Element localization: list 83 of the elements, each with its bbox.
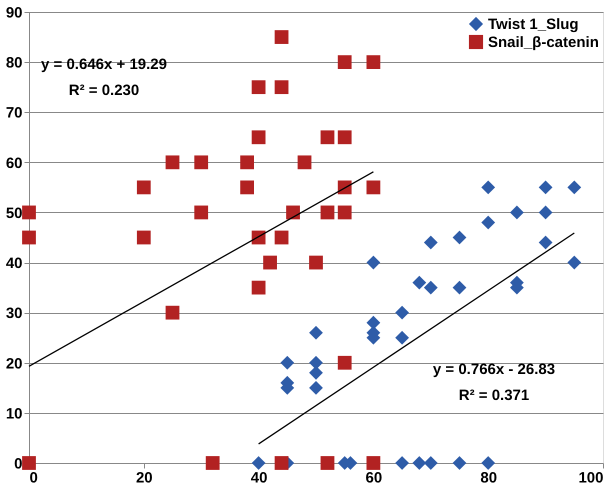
legend-label: Snail_β-catenin (488, 34, 599, 51)
point (412, 456, 426, 470)
point (274, 456, 288, 470)
point (240, 180, 254, 194)
point (136, 180, 151, 194)
point (538, 206, 552, 220)
point (538, 236, 552, 250)
x-tick-label: 0 (30, 470, 38, 486)
legend-label: Twist 1_Slug (488, 16, 579, 33)
point (452, 456, 466, 470)
y-tick-label: 50 (6, 204, 22, 222)
point (366, 316, 380, 330)
y-tick-label: 60 (6, 154, 22, 172)
point (338, 356, 352, 370)
point (338, 130, 352, 144)
point (424, 236, 438, 250)
point (309, 256, 323, 270)
point (424, 280, 438, 295)
point (309, 326, 323, 340)
point (481, 456, 496, 470)
point (320, 130, 334, 144)
point (274, 30, 288, 44)
annotation: y = 0.646x + 19.29 (41, 56, 167, 73)
point (320, 456, 334, 470)
point (274, 80, 288, 94)
y-tick-label: 30 (6, 305, 22, 322)
point (136, 230, 151, 244)
x-tick-label: 100 (578, 470, 604, 486)
point (395, 456, 409, 470)
point (538, 180, 552, 194)
point (252, 130, 266, 144)
x-tick-label: 60 (366, 470, 382, 486)
point (206, 456, 220, 470)
point (194, 206, 208, 220)
point (309, 380, 323, 395)
point (309, 366, 323, 380)
point (395, 306, 409, 320)
point (366, 256, 380, 270)
annotation: R² = 0.230 (68, 82, 140, 99)
point (263, 256, 277, 270)
point (481, 216, 496, 230)
point (252, 80, 266, 94)
y-tick-label: 80 (6, 54, 22, 72)
point (166, 306, 180, 320)
point (22, 206, 36, 220)
point (252, 280, 266, 295)
x-tick-label: 40 (250, 470, 268, 486)
point (481, 180, 496, 194)
y-tick-label: 20 (6, 355, 22, 372)
annotation: R² = 0.371 (458, 387, 530, 404)
point (252, 456, 266, 470)
point (22, 230, 36, 244)
point (309, 356, 323, 370)
point (240, 155, 254, 170)
point (338, 206, 352, 220)
annotation: y = 0.766x - 26.83 (432, 361, 556, 378)
point (298, 155, 312, 170)
point (286, 206, 300, 220)
x-tick-label: 80 (480, 470, 498, 486)
point (274, 230, 288, 244)
point (366, 180, 380, 194)
point (412, 276, 426, 290)
point (338, 55, 352, 70)
point (22, 456, 36, 470)
point (366, 456, 380, 470)
point (194, 155, 208, 170)
y-tick-label: 10 (6, 405, 22, 422)
y-tick-label: 70 (6, 104, 22, 122)
point (567, 180, 582, 194)
y-tick-label: 40 (6, 255, 22, 272)
point (320, 206, 334, 220)
point (366, 55, 380, 70)
point (452, 230, 466, 244)
point (452, 280, 466, 295)
point (567, 256, 582, 270)
y-tick-label: 90 (6, 4, 22, 22)
x-tick-label: 20 (136, 470, 153, 486)
point (280, 356, 294, 370)
point (424, 456, 438, 470)
point (395, 330, 409, 345)
point (510, 206, 524, 220)
point (166, 155, 180, 170)
y-tick-label: 0 (14, 456, 22, 472)
